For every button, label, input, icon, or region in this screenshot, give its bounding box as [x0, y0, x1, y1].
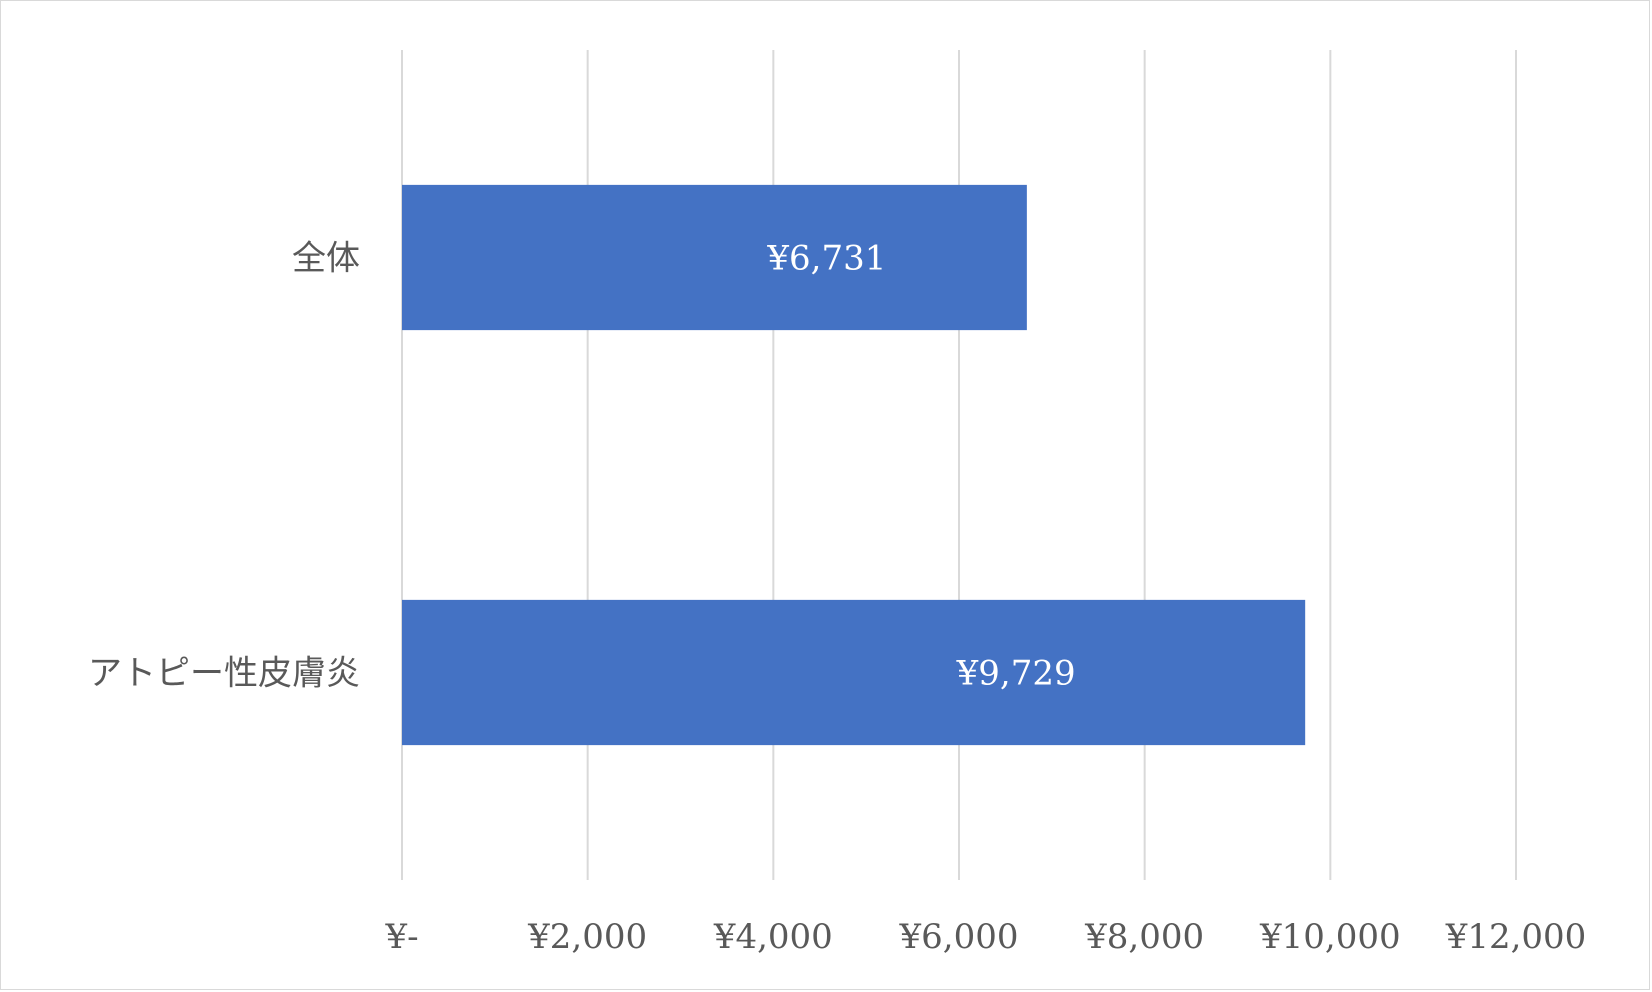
gridlines [401, 50, 1517, 880]
x-tick-label: ¥10,000 [1259, 917, 1401, 957]
x-tick-label: ¥- [384, 917, 418, 957]
data-labels: ¥6,731 ¥9,729 [766, 239, 1075, 694]
category-label: アトピー性皮膚炎 [88, 654, 360, 694]
x-tick-label: ¥8,000 [1084, 917, 1204, 957]
x-tick-label: ¥2,000 [527, 917, 647, 957]
x-tick-label: ¥6,000 [899, 917, 1019, 957]
category-label: 全体 [292, 239, 360, 279]
x-axis-tick-labels: ¥- ¥2,000 ¥4,000 ¥6,000 ¥8,000 ¥10,000 ¥12,000 [384, 917, 1586, 957]
bar [402, 599, 1306, 746]
data-label: ¥9,729 [956, 654, 1076, 694]
bars [402, 184, 1306, 746]
data-label: ¥6,731 [766, 239, 886, 279]
x-tick-label: ¥12,000 [1445, 917, 1587, 957]
x-tick-label: ¥4,000 [713, 917, 833, 957]
bar [402, 184, 1027, 331]
